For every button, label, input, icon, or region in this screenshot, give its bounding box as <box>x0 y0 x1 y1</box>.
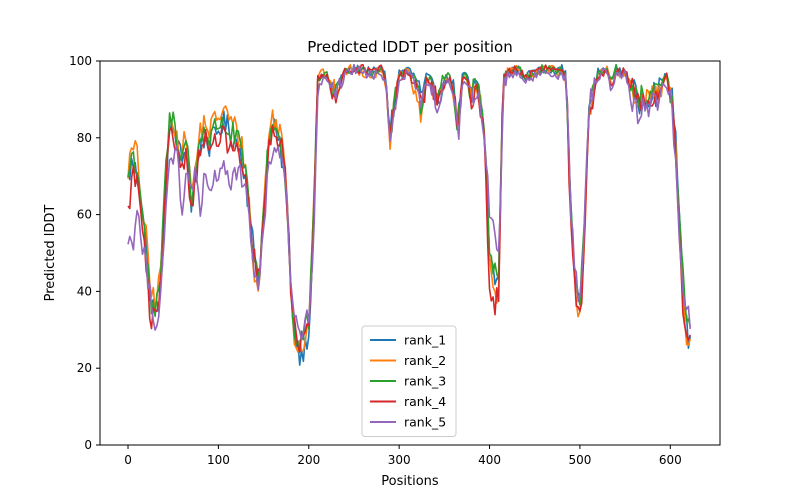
legend-label: rank_1 <box>404 333 446 348</box>
legend-label: rank_4 <box>404 394 446 409</box>
series-line-rank-4 <box>127 64 691 353</box>
y-tick-label: 60 <box>77 208 92 222</box>
legend-label: rank_5 <box>404 415 446 430</box>
y-tick-label: 20 <box>77 361 92 375</box>
x-axis: 0 100 200 300 400 500 600 <box>124 445 682 467</box>
x-tick-label: 0 <box>124 453 132 467</box>
legend: rank_1 rank_2 rank_3 rank_4 rank_5 <box>361 325 457 437</box>
x-tick-label: 400 <box>478 453 501 467</box>
chart-title: Predicted lDDT per position <box>307 38 512 56</box>
x-tick-label: 100 <box>207 453 230 467</box>
series-line-rank-5 <box>127 64 691 341</box>
x-axis-label: Positions <box>381 474 439 489</box>
legend-box <box>361 325 457 437</box>
x-tick-label: 300 <box>388 453 411 467</box>
x-tick-label: 500 <box>568 453 591 467</box>
y-tick-label: 40 <box>77 284 92 298</box>
y-axis: 0 20 40 60 80 100 <box>69 54 100 452</box>
y-axis-label: Predicted lDDT <box>43 205 58 302</box>
series-layer <box>127 64 691 366</box>
x-tick-label: 200 <box>297 453 320 467</box>
legend-label: rank_2 <box>404 353 446 368</box>
legend-label: rank_3 <box>404 374 446 389</box>
plot-frame <box>99 60 721 446</box>
y-tick-label: 100 <box>69 54 92 68</box>
y-tick-label: 0 <box>84 438 92 452</box>
y-tick-label: 80 <box>77 131 92 145</box>
x-tick-label: 600 <box>659 453 682 467</box>
